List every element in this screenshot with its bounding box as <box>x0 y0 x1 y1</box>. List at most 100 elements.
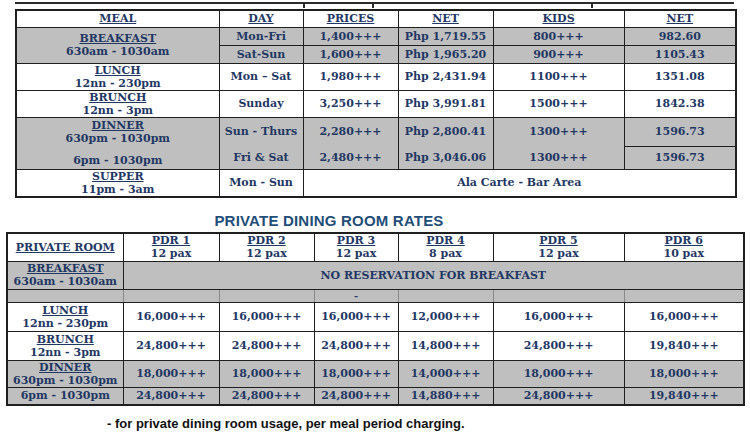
header-prices-label: PRICES <box>327 12 375 25</box>
header-prices: PRICES <box>303 10 398 27</box>
dinner-price-2: 2,480+++ <box>319 151 381 164</box>
brunch-price: 3,250+++ <box>319 97 381 110</box>
pdr-breakfast-row: BREAKFAST 630am - 1030am NO RESERVATION … <box>7 261 744 289</box>
breakfast-price-cell: 1,600+++ <box>303 45 398 63</box>
pdr-breakfast-time: 630am - 1030am <box>8 275 123 288</box>
pdr-6-pax: 10 pax <box>625 247 744 260</box>
dinner-price-1: 2,280+++ <box>319 125 381 138</box>
pdr-value-cell: 18,000+++ <box>493 360 624 387</box>
lunch-kids: 1100+++ <box>529 70 587 83</box>
brunch-name: BRUNCH <box>17 91 219 104</box>
footer-note: - for private dining room usage, per mea… <box>107 416 465 431</box>
pdr-lunch-value-6: 16,000+++ <box>649 310 719 323</box>
brunch-net-cell: Php 3,991.81 <box>398 90 493 117</box>
pdr-title: PRIVATE DINING ROOM RATES <box>0 212 704 229</box>
supper-note-cell: Ala Carte - Bar Area <box>303 169 736 197</box>
pdr-value-cell: 18,000+++ <box>624 360 744 387</box>
breakfast-meal-cell: BREAKFAST 630am - 1030am <box>16 27 219 63</box>
lunch-net: Php 2,431.94 <box>405 70 486 83</box>
pdr-5-label: PDR 5 <box>494 234 624 247</box>
breakfast-day-cell: Mon-Fri <box>219 27 303 45</box>
lunch-time: 12nn - 230pm <box>17 77 219 90</box>
pdr-dinner-value-5: 18,000+++ <box>524 367 594 380</box>
pdr-brunch-cell: BRUNCH 12nn - 3pm <box>7 331 123 360</box>
pdr-spacer-dash: - <box>354 290 358 301</box>
brunch-net: Php 3,991.81 <box>405 97 486 110</box>
pdr-spacer-cell <box>493 289 624 302</box>
pdr-spacer-cell <box>219 289 314 302</box>
lunch-name: LUNCH <box>17 64 219 77</box>
dinner-kids-net-cell: 1596.73 <box>624 146 736 169</box>
meal-rates-table: MEAL DAY PRICES NET KIDS NET BREAKFAST 6… <box>15 9 737 198</box>
pdr-late-dinner-cell: 6pm - 1030pm <box>7 387 123 405</box>
pdr-late-dinner-value-3: 24,800+++ <box>321 389 391 402</box>
breakfast-day-cell: Sat-Sun <box>219 45 303 63</box>
cropped-table-edge <box>15 2 734 4</box>
lunch-kids-net: 1351.08 <box>655 70 705 83</box>
brunch-kids-net-cell: 1842.38 <box>624 90 736 117</box>
supper-note: Ala Carte - Bar Area <box>457 176 581 189</box>
lunch-day-cell: Mon – Sat <box>219 63 303 90</box>
pdr-dinner-time: 630pm - 1030pm <box>8 374 123 387</box>
breakfast-price-1: 1,400+++ <box>319 30 381 43</box>
dinner-kids-cell: 1300+++ <box>493 146 624 169</box>
pdr-room-label: PRIVATE ROOM <box>16 241 115 254</box>
header-day-label: DAY <box>248 12 273 25</box>
brunch-time: 12nn - 3pm <box>17 104 219 117</box>
breakfast-net-1: Php 1,719.55 <box>405 30 486 43</box>
pdr-rates-table: PRIVATE ROOM PDR 1 12 pax PDR 2 12 pax P… <box>6 232 745 406</box>
pdr-spacer-row: - <box>7 289 744 302</box>
pdr-value-cell: 24,800+++ <box>314 331 398 360</box>
pdr-value-cell: 24,800+++ <box>219 331 314 360</box>
breakfast-kids-cell: 900+++ <box>493 45 624 63</box>
pdr-value-cell: 18,000+++ <box>123 360 219 387</box>
pdr-header-5: PDR 5 12 pax <box>493 233 624 261</box>
dinner-day-1: Sun - Thurs <box>225 125 297 138</box>
pdr-value-cell: 16,000+++ <box>123 302 219 331</box>
supper-day: Mon - Sun <box>229 176 293 189</box>
lunch-kids-net-cell: 1351.08 <box>624 63 736 90</box>
pdr-3-pax: 12 pax <box>315 247 398 260</box>
pdr-value-cell: 14,800+++ <box>398 331 493 360</box>
pdr-late-dinner-value-5: 24,800+++ <box>524 389 594 402</box>
lunch-day: Mon – Sat <box>231 70 292 83</box>
dinner-kids-net-2: 1596.73 <box>655 151 705 164</box>
dinner-price-cell: 2,280+++ <box>303 117 398 146</box>
pdr-5-pax: 12 pax <box>494 247 624 260</box>
brunch-kids: 1500+++ <box>529 97 587 110</box>
pdr-value-cell: 19,840+++ <box>624 331 744 360</box>
pdr-value-cell: 24,800+++ <box>219 387 314 405</box>
pdr-spacer-cell: - <box>314 289 398 302</box>
header-net: NET <box>398 10 493 27</box>
pdr-4-pax: 8 pax <box>399 247 493 260</box>
breakfast-net-cell: Php 1,719.55 <box>398 27 493 45</box>
pdr-spacer-cell <box>624 289 744 302</box>
header-kids-net-label: NET <box>666 12 693 25</box>
breakfast-net-cell: Php 1,965.20 <box>398 45 493 63</box>
pdr-lunch-value-3: 16,000+++ <box>321 310 391 323</box>
pdr-brunch-row: BRUNCH 12nn - 3pm 24,800+++ 24,800+++ 24… <box>7 331 744 360</box>
breakfast-kids-cell: 800+++ <box>493 27 624 45</box>
breakfast-kids-net-1: 982.60 <box>659 30 701 43</box>
pdr-header-4: PDR 4 8 pax <box>398 233 493 261</box>
pdr-late-dinner-value-6: 19,840+++ <box>649 389 719 402</box>
dinner-kids-cell: 1300+++ <box>493 117 624 146</box>
pdr-lunch-value-2: 16,000+++ <box>232 310 302 323</box>
pdr-value-cell: 18,000+++ <box>314 360 398 387</box>
dinner-kids-net-1: 1596.73 <box>655 125 705 138</box>
pdr-brunch-value-4: 14,800+++ <box>411 339 481 352</box>
pdr-lunch-row: LUNCH 12nn - 230pm 16,000+++ 16,000+++ 1… <box>7 302 744 331</box>
pdr-value-cell: 18,000+++ <box>219 360 314 387</box>
pdr-dinner-row: DINNER 630pm - 1030pm 18,000+++ 18,000++… <box>7 360 744 387</box>
pdr-value-cell: 24,800+++ <box>493 387 624 405</box>
pdr-brunch-value-1: 24,800+++ <box>136 339 206 352</box>
pdr-brunch-value-5: 24,800+++ <box>524 339 594 352</box>
pdr-value-cell: 16,000+++ <box>624 302 744 331</box>
lunch-kids-cell: 1100+++ <box>493 63 624 90</box>
dinner-kids-net-cell: 1596.73 <box>624 117 736 146</box>
supper-meal-cell: SUPPER 11pm - 3am <box>16 169 219 197</box>
pdr-brunch-value-2: 24,800+++ <box>232 339 302 352</box>
pdr-lunch-cell: LUNCH 12nn - 230pm <box>7 302 123 331</box>
breakfast-kids-2: 900+++ <box>533 48 584 61</box>
meal-header-row: MEAL DAY PRICES NET KIDS NET <box>16 10 736 27</box>
